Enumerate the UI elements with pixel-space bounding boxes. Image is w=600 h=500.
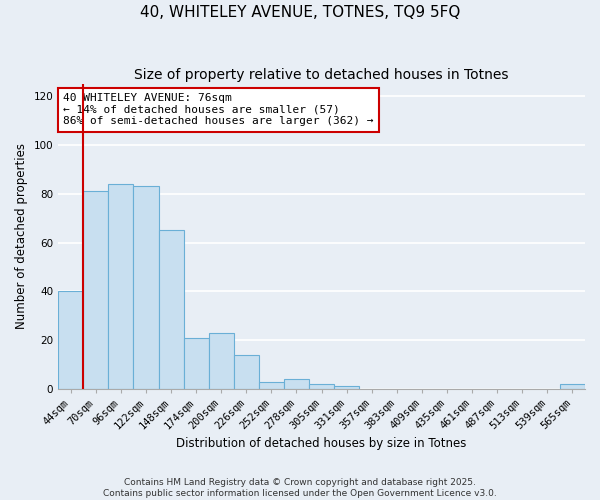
- Bar: [158, 230, 184, 389]
- Bar: [259, 382, 284, 389]
- Text: 40, WHITELEY AVENUE, TOTNES, TQ9 5FQ: 40, WHITELEY AVENUE, TOTNES, TQ9 5FQ: [140, 5, 460, 20]
- Bar: [309, 384, 334, 389]
- Bar: [133, 186, 158, 389]
- Title: Size of property relative to detached houses in Totnes: Size of property relative to detached ho…: [134, 68, 509, 82]
- Y-axis label: Number of detached properties: Number of detached properties: [15, 144, 28, 330]
- Bar: [284, 379, 309, 389]
- Bar: [83, 192, 109, 389]
- Bar: [58, 292, 83, 389]
- Bar: [209, 333, 234, 389]
- Text: Contains HM Land Registry data © Crown copyright and database right 2025.
Contai: Contains HM Land Registry data © Crown c…: [103, 478, 497, 498]
- Bar: [560, 384, 585, 389]
- Bar: [184, 338, 209, 389]
- X-axis label: Distribution of detached houses by size in Totnes: Distribution of detached houses by size …: [176, 437, 467, 450]
- Bar: [109, 184, 133, 389]
- Text: 40 WHITELEY AVENUE: 76sqm
← 14% of detached houses are smaller (57)
86% of semi-: 40 WHITELEY AVENUE: 76sqm ← 14% of detac…: [64, 93, 374, 126]
- Bar: [334, 386, 359, 389]
- Bar: [234, 354, 259, 389]
